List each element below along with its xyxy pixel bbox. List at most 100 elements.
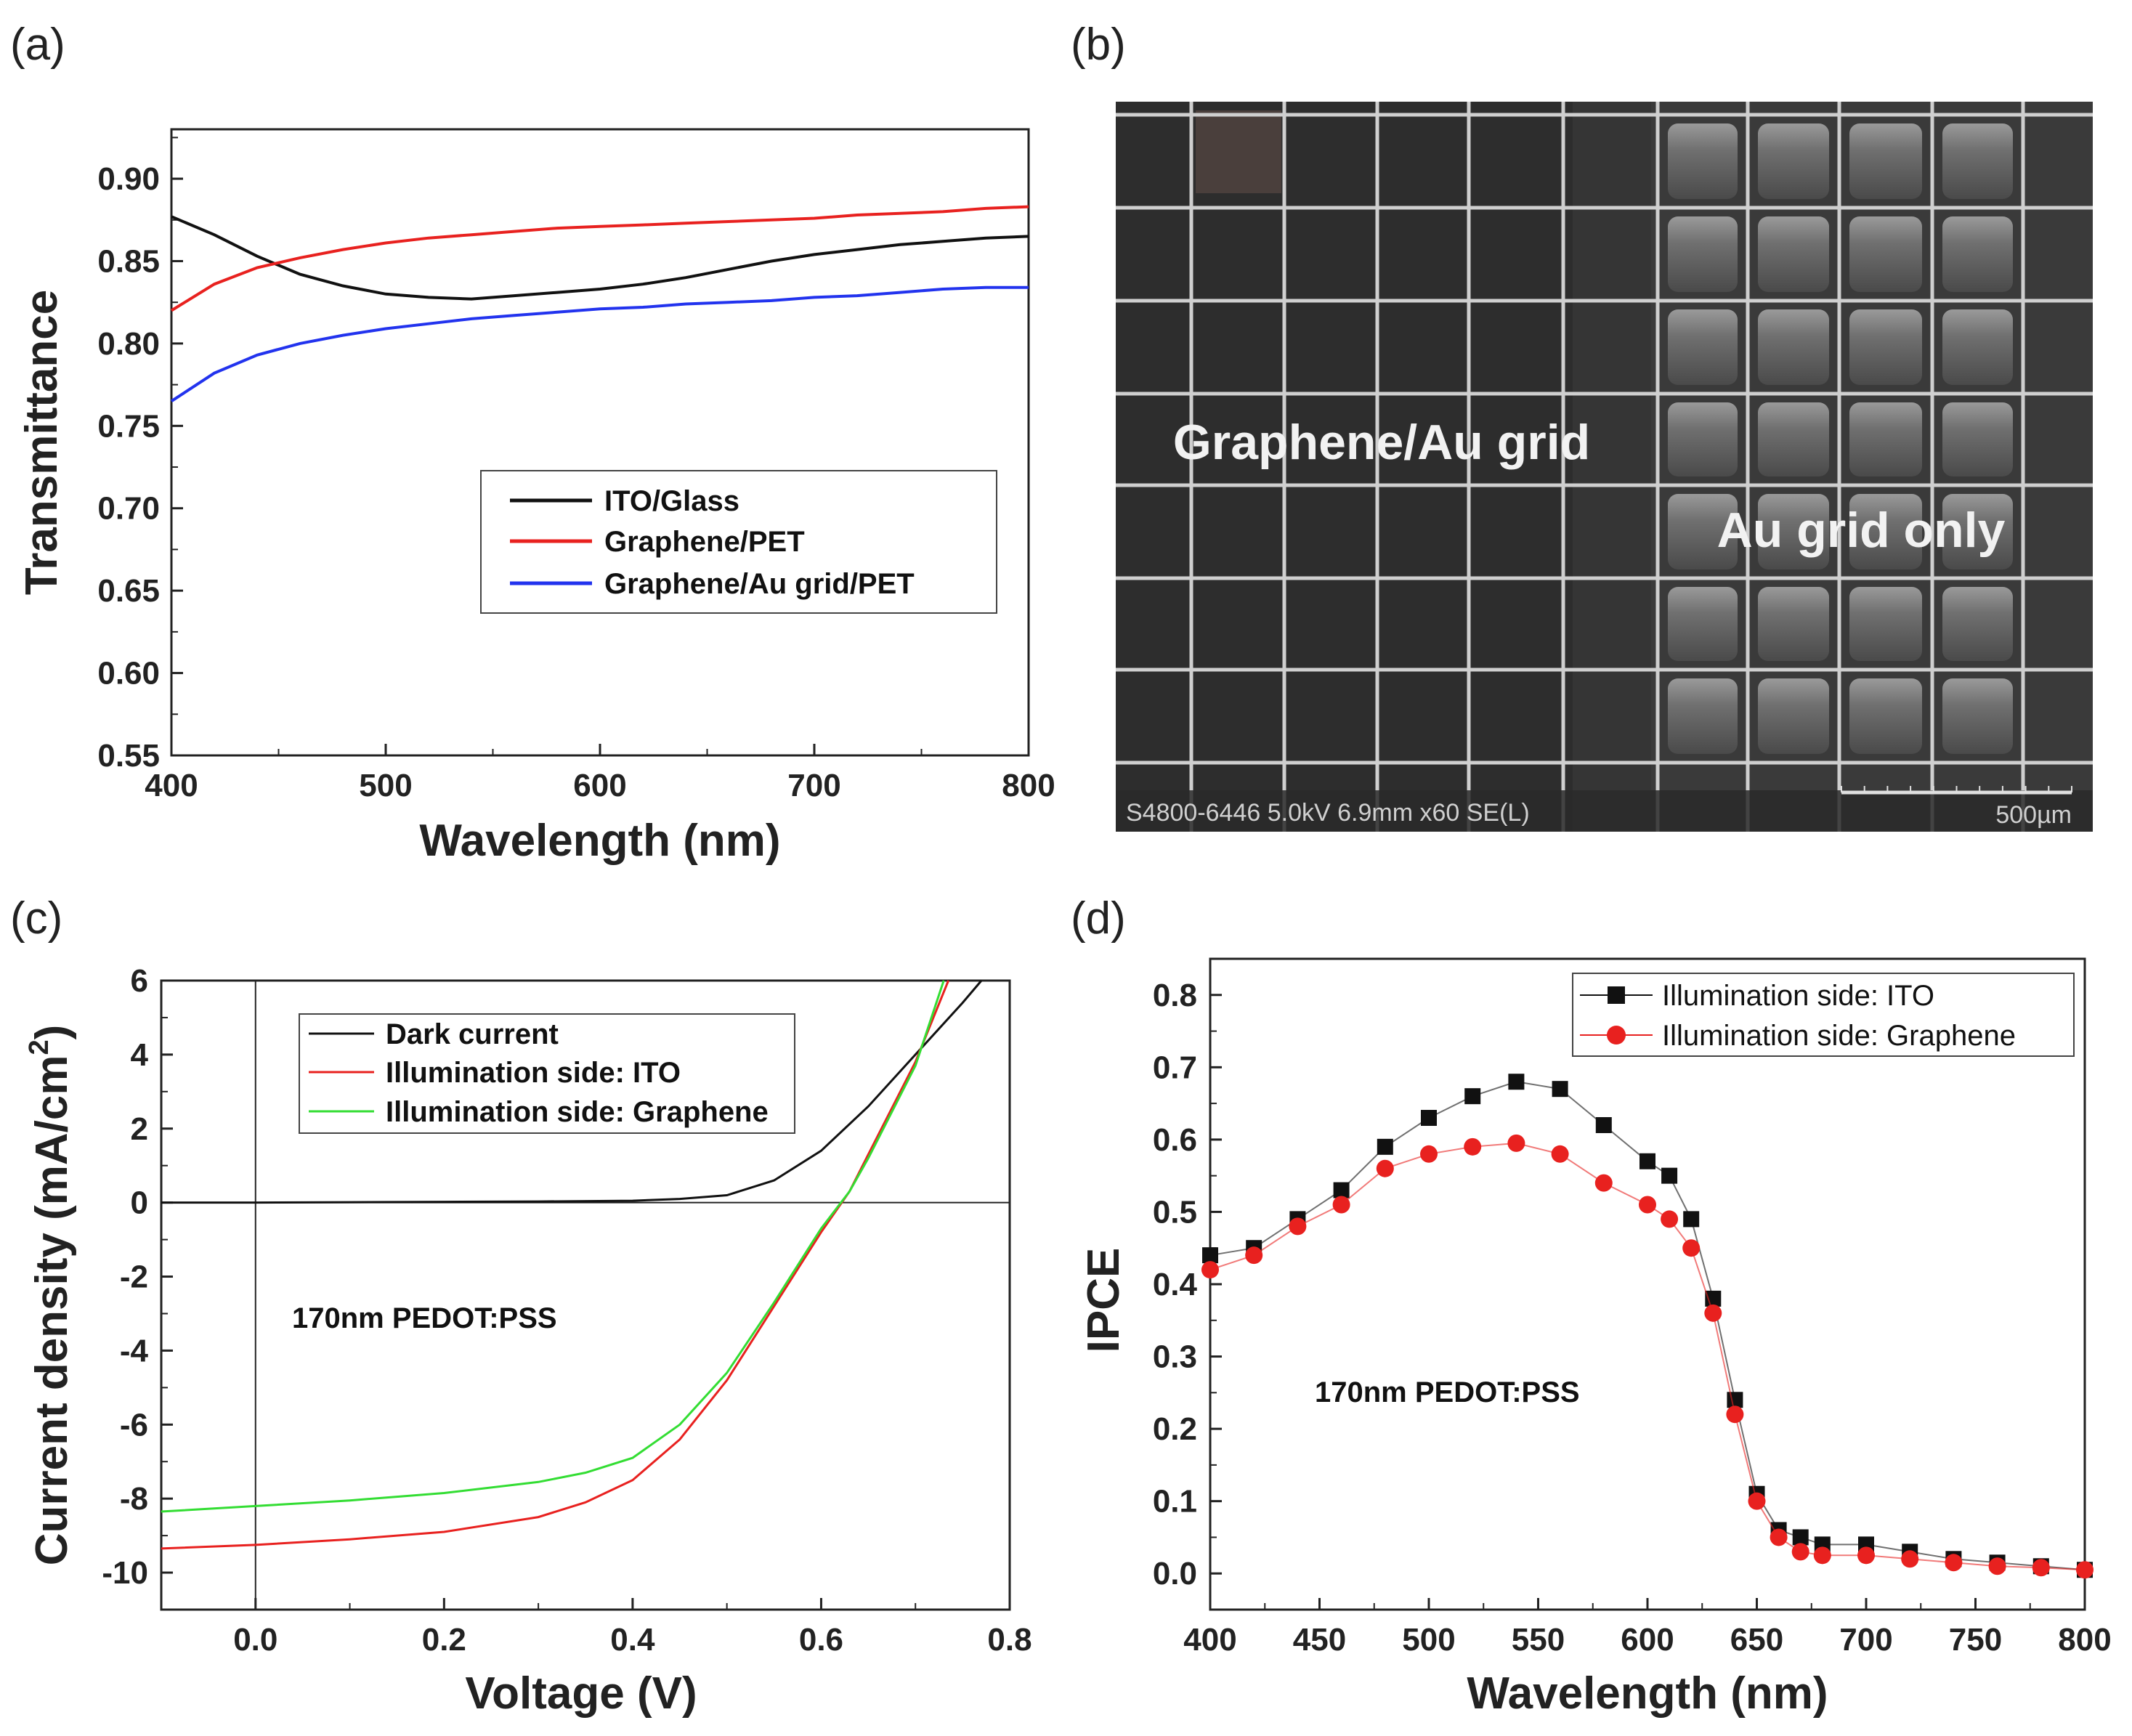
chart-c-ylabel-sup: 2 xyxy=(24,1039,54,1055)
chart-c-xtick-label: 0.0 xyxy=(233,1622,277,1658)
chart-c-series-line-0 xyxy=(161,980,983,1204)
chart-d-point-ito xyxy=(1792,1529,1809,1546)
chart-d-ytick-label: 0.5 xyxy=(1153,1194,1197,1230)
panel-label-d: (d) xyxy=(1071,893,1126,944)
chart-a-transmittance: 400 500 600 700 800 0.55 0.60 0.65 0.70 0.75 0.80 0… xyxy=(17,128,1055,866)
chart-d-point-graphene xyxy=(1507,1134,1525,1152)
legend-c-illum-ito: Illumination side: ITO xyxy=(386,1057,681,1089)
chart-d-point-ito xyxy=(1661,1167,1678,1184)
chart-d-point-graphene xyxy=(1551,1145,1569,1163)
chart-c-ylabel-main: Current density (mA/cm xyxy=(27,1055,77,1565)
legend-d-swatch-graphene-marker xyxy=(1607,1026,1626,1045)
sem-au-cell xyxy=(1668,402,1738,476)
sem-au-cell xyxy=(1668,494,1738,569)
chart-d-point-graphene xyxy=(1639,1196,1656,1214)
chart-c-ytick-label: -4 xyxy=(120,1333,149,1368)
sem-au-cell xyxy=(1668,309,1738,385)
chart-a-ytick-label: 0.60 xyxy=(97,656,160,691)
chart-a-xtick-label: 700 xyxy=(787,768,840,803)
chart-d-point-graphene xyxy=(1332,1196,1350,1214)
chart-d-legend: Illumination side: ITO Illumination side… xyxy=(1572,973,2075,1057)
sem-au-cell xyxy=(1668,587,1738,661)
chart-c-annotation: 170nm PEDOT:PSS xyxy=(292,1302,557,1334)
sem-au-cell xyxy=(1942,216,2013,292)
legend-a-ito-glass: ITO/Glass xyxy=(604,485,739,517)
chart-d-xtick-label: 550 xyxy=(1512,1622,1565,1658)
sem-au-cell xyxy=(1849,494,1922,569)
chart-d-point-graphene xyxy=(1376,1159,1394,1177)
sem-au-cell xyxy=(1758,494,1829,569)
chart-c-ytick-label: 0 xyxy=(131,1185,148,1221)
chart-a-ytick-label: 0.75 xyxy=(97,408,160,444)
sem-au-cell xyxy=(1942,494,2013,569)
chart-d-xtick-label: 500 xyxy=(1402,1622,1455,1658)
sem-info-text: S4800-6446 5.0kV 6.9mm x60 SE(L) xyxy=(1126,799,1530,827)
chart-a-ylabel: Transmittance xyxy=(17,290,67,595)
chart-d-point-graphene xyxy=(1245,1246,1263,1265)
chart-a-ytick-label: 0.55 xyxy=(97,738,160,774)
chart-d-xtick-label: 400 xyxy=(1183,1622,1236,1658)
chart-c-xtick-label: 0.6 xyxy=(799,1622,843,1658)
chart-d-xtick-label: 600 xyxy=(1621,1622,1674,1658)
sem-dark-cell xyxy=(1196,110,1281,193)
chart-c-ylabel: Current density (mA/cm2) xyxy=(24,1025,77,1566)
chart-c-xlabel: Voltage (V) xyxy=(465,1668,697,1719)
chart-d-xtick-label: 700 xyxy=(1839,1622,1892,1658)
chart-d-point-ito xyxy=(1727,1392,1743,1408)
sem-au-cell xyxy=(1758,309,1829,385)
chart-d-point-ito xyxy=(1595,1116,1612,1133)
sem-au-cell xyxy=(1849,678,1922,754)
chart-d-point-graphene xyxy=(1594,1174,1613,1192)
chart-a-xtick-label: 800 xyxy=(1002,768,1055,803)
sem-au-cell xyxy=(1849,216,1922,292)
chart-d-point-ito xyxy=(1683,1211,1700,1228)
chart-d-point-graphene xyxy=(1901,1550,1919,1568)
chart-d-ytick-label: 0.2 xyxy=(1153,1411,1197,1447)
chart-a-xtick-label: 600 xyxy=(573,768,626,803)
chart-c-series-line-1 xyxy=(161,980,949,1550)
chart-d-point-ito xyxy=(1639,1153,1655,1169)
panel-label-c: (c) xyxy=(10,893,62,944)
chart-d-xtick-label: 450 xyxy=(1293,1622,1346,1658)
legend-d-illum-ito: Illumination side: ITO xyxy=(1662,980,1934,1012)
chart-d-xtick-label: 750 xyxy=(1949,1622,2002,1658)
sem-au-cell xyxy=(1849,402,1922,476)
chart-a-legend: ITO/Glass Graphene/PET Graphene/Au grid/… xyxy=(480,470,997,614)
chart-d-point-graphene xyxy=(1464,1137,1482,1156)
chart-d-point-ito xyxy=(1377,1138,1393,1155)
chart-d-point-graphene xyxy=(1289,1217,1307,1236)
chart-a-ytick-label: 0.70 xyxy=(97,491,160,527)
legend-c-dark-current: Dark current xyxy=(386,1018,559,1050)
sem-image: Graphene/Au grid Au grid only S4800-6446… xyxy=(1116,102,2093,832)
chart-d-point-graphene xyxy=(1704,1304,1722,1322)
chart-d-xlabel: Wavelength (nm) xyxy=(1467,1668,1828,1719)
chart-d-ytick-label: 0.3 xyxy=(1153,1339,1197,1375)
chart-a-xtick-label: 400 xyxy=(145,768,198,803)
sem-au-cell xyxy=(1758,678,1829,754)
sem-scale-bar xyxy=(1841,786,2072,795)
chart-c-ytick-label: 4 xyxy=(131,1037,149,1073)
chart-d-point-graphene xyxy=(1420,1145,1438,1163)
sem-au-cell xyxy=(1849,123,1922,199)
panel-label-b: (b) xyxy=(1071,20,1126,70)
chart-d-point-graphene xyxy=(1682,1239,1701,1257)
chart-c-ytick-label: 6 xyxy=(131,963,148,999)
sem-au-cell xyxy=(1758,123,1829,199)
chart-d-point-graphene xyxy=(1813,1546,1831,1565)
sem-au-cell xyxy=(1668,123,1738,199)
chart-d-point-graphene xyxy=(2032,1559,2050,1577)
chart-a-series-line-0 xyxy=(171,215,1029,301)
chart-a-series-line-1 xyxy=(170,205,1029,312)
chart-d-point-graphene xyxy=(1661,1210,1679,1228)
chart-d-point-ito xyxy=(1421,1110,1437,1127)
sem-au-cell xyxy=(1758,402,1829,476)
chart-a-ytick-label: 0.90 xyxy=(97,161,160,197)
chart-c-plot-frame xyxy=(160,979,1011,1611)
chart-d-point-ito xyxy=(1464,1088,1481,1105)
chart-d-point-graphene xyxy=(1201,1261,1219,1279)
sem-au-cell xyxy=(1942,309,2013,385)
chart-c-jv-curve: 0.0 0.2 0.4 0.6 0.8 6 4 2 0 -2 -4 -6 -8 -10 170nm PED… xyxy=(24,963,1032,1719)
chart-d-ytick-label: 0.7 xyxy=(1153,1050,1197,1085)
chart-a-ytick-label: 0.65 xyxy=(97,573,160,609)
